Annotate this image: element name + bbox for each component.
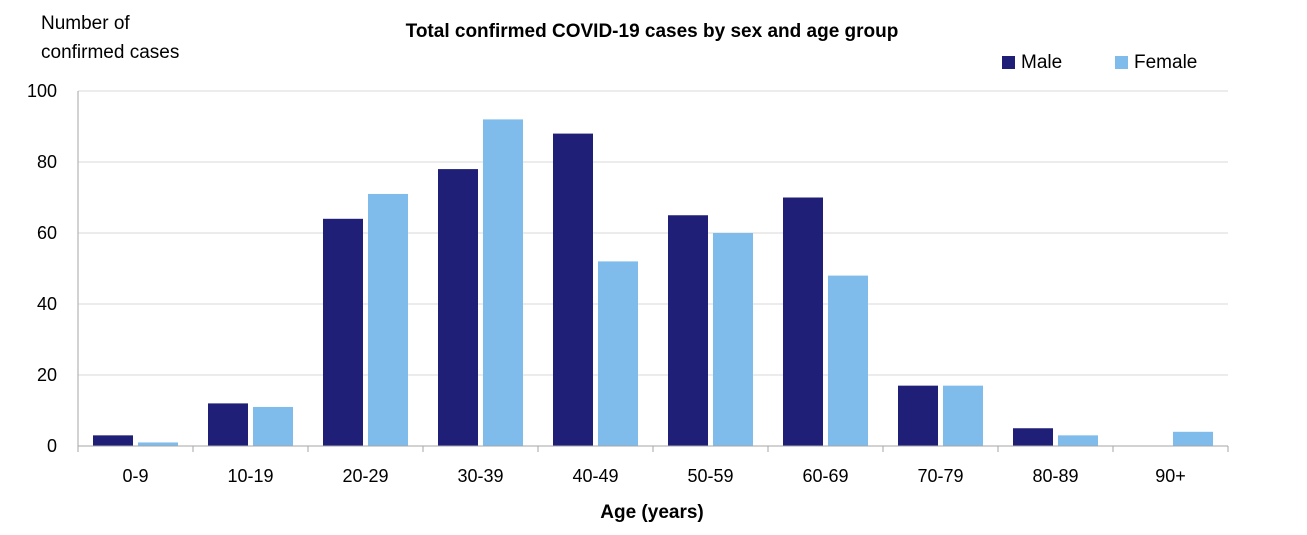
y-tick-label: 80 [37,152,57,172]
x-tick-label: 30-39 [457,466,503,486]
bar-female-10-19 [253,406,293,446]
y-axis-label-line-2: confirmed cases [41,42,179,63]
bar-female-20-29 [368,193,408,446]
x-axis-ticks: 0-9 10-19 20-29 30-39 40-49 50-59 60-69 70-79 80… [122,466,1185,486]
bar-female-60-69 [828,275,868,446]
y-axis-label-line-1: Number of [41,13,130,34]
x-tick-label: 10-19 [227,466,273,486]
x-tick-label: 50-59 [687,466,733,486]
y-tick-label: 60 [37,223,57,243]
legend-label-male: Male [1021,52,1062,73]
y-tick-label: 0 [47,436,57,456]
bar-male-10-19 [208,403,248,446]
bars [93,119,1213,447]
chart-title: Total confirmed COVID-19 cases by sex an… [406,21,899,42]
bar-male-50-59 [668,215,708,446]
y-tick-label: 40 [37,294,57,314]
bar-female-70-79 [943,385,983,446]
bar-male-70-79 [898,385,938,446]
x-tick-label: 60-69 [802,466,848,486]
bar-female-80-89 [1058,435,1098,446]
bar-female-90+ [1173,431,1213,446]
x-tick-label: 0-9 [122,466,148,486]
bar-female-40-49 [598,261,638,446]
legend-swatch-female [1115,56,1128,69]
x-tick-label: 80-89 [1032,466,1078,486]
x-tick-label: 40-49 [572,466,618,486]
y-tick-label: 100 [27,81,57,101]
x-tick-label: 20-29 [342,466,388,486]
axes [77,91,1229,452]
bar-male-40-49 [553,133,593,446]
y-tick-label: 20 [37,365,57,385]
bar-female-30-39 [483,119,523,447]
gridlines [78,90,1228,376]
legend-label-female: Female [1134,52,1197,73]
bar-male-0-9 [93,435,133,446]
bar-male-30-39 [438,169,478,446]
y-axis-ticks: 0 20 40 60 80 100 [27,81,57,456]
bar-male-60-69 [783,197,823,446]
x-tick-label: 90+ [1155,466,1186,486]
bar-male-20-29 [323,218,363,446]
bar-female-0-9 [138,442,178,446]
bar-male-80-89 [1013,428,1053,446]
bar-female-50-59 [713,233,753,446]
legend: Male Female [1002,52,1197,73]
legend-swatch-male [1002,56,1015,69]
x-axis-label: Age (years) [600,502,704,523]
x-tick-label: 70-79 [917,466,963,486]
